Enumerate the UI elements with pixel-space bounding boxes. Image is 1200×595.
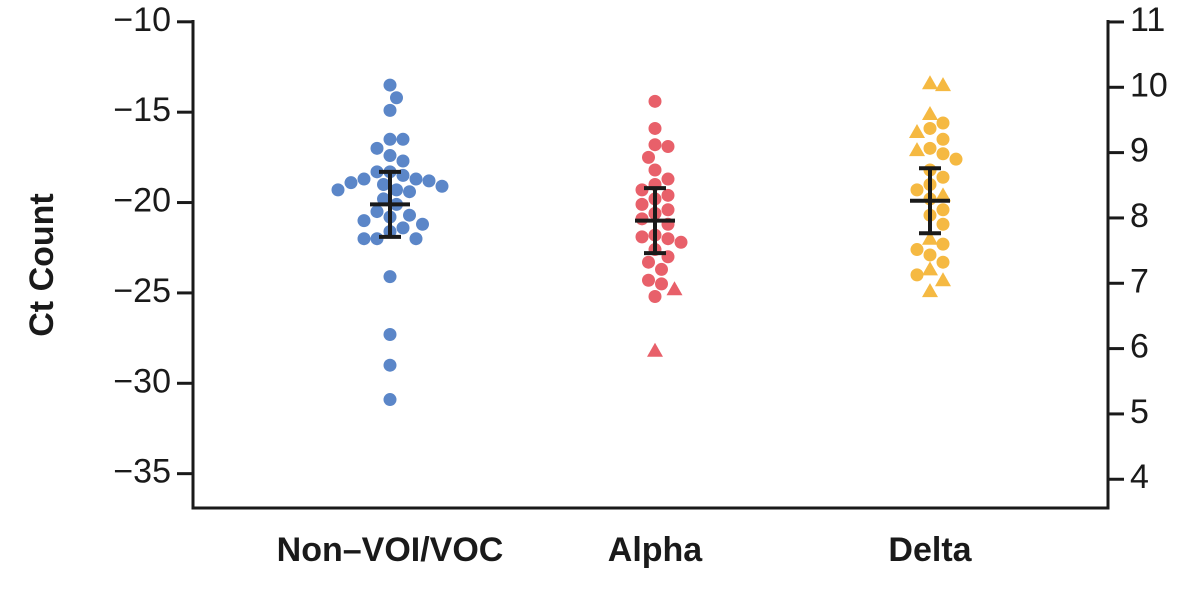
data-point xyxy=(390,91,403,105)
data-point xyxy=(383,149,397,163)
data-point xyxy=(370,141,384,155)
data-point xyxy=(661,172,675,186)
data-point xyxy=(666,281,683,296)
data-point xyxy=(910,243,924,257)
data-point xyxy=(936,147,950,161)
data-point xyxy=(357,232,371,246)
data-point xyxy=(383,78,397,92)
y-axis-label: Ct Count xyxy=(23,193,61,337)
x-tick-label: Delta xyxy=(888,531,972,569)
data-point xyxy=(396,221,410,235)
axis-frame xyxy=(191,20,1110,510)
data-point xyxy=(390,183,403,197)
data-point xyxy=(655,277,668,291)
data-point xyxy=(642,150,655,164)
data-point xyxy=(655,262,668,276)
y2-tick-label: 5 xyxy=(1130,393,1149,431)
data-point xyxy=(648,290,662,304)
data-point xyxy=(922,230,938,245)
data-point xyxy=(377,177,390,191)
data-point xyxy=(409,232,423,246)
y-tick-label: −20 xyxy=(113,182,171,220)
x-tick-label: Non–VOI/VOC xyxy=(277,531,504,569)
data-point xyxy=(923,248,937,262)
data-point xyxy=(936,116,950,130)
data-point xyxy=(416,217,429,231)
data-point xyxy=(936,170,950,184)
data-point xyxy=(661,188,675,202)
data-point xyxy=(357,214,371,228)
data-point xyxy=(435,179,449,193)
data-point xyxy=(383,358,397,372)
data-point xyxy=(935,272,951,287)
x-tick-label: Alpha xyxy=(608,531,704,569)
y2-tick-label: 6 xyxy=(1130,328,1149,366)
y-tick-label: −10 xyxy=(113,1,171,39)
data-point xyxy=(909,142,925,157)
data-point xyxy=(344,176,358,190)
data-point xyxy=(661,232,675,246)
data-point xyxy=(403,185,416,199)
data-point xyxy=(396,132,410,146)
data-point xyxy=(935,187,951,202)
data-point xyxy=(383,132,397,146)
y2-tick-label: 4 xyxy=(1130,458,1149,496)
data-point xyxy=(648,138,662,152)
data-point xyxy=(396,154,410,168)
data-point xyxy=(949,152,963,166)
data-point xyxy=(923,121,937,135)
data-point xyxy=(661,140,675,154)
data-point xyxy=(909,124,925,139)
data-point xyxy=(403,208,416,222)
data-point xyxy=(409,172,423,186)
y2-tick-label: 11 xyxy=(1130,1,1165,39)
data-point xyxy=(383,270,397,284)
data-point xyxy=(910,268,924,282)
y2-tick-label: 9 xyxy=(1130,132,1149,170)
data-point xyxy=(422,174,436,188)
data-point xyxy=(370,165,384,179)
data-point xyxy=(922,261,938,276)
data-point xyxy=(647,342,663,357)
data-point xyxy=(635,230,649,244)
data-point xyxy=(922,283,938,298)
data-point xyxy=(935,77,951,92)
data-point xyxy=(936,203,950,217)
y2-tick-label: 8 xyxy=(1130,197,1149,235)
data-point xyxy=(635,197,649,211)
data-point xyxy=(936,255,950,269)
data-point xyxy=(648,163,662,177)
data-point xyxy=(642,255,655,269)
data-point xyxy=(648,94,662,108)
y-tick-label: −25 xyxy=(113,272,171,310)
data-point xyxy=(370,205,384,219)
y2-tick-label: 7 xyxy=(1130,262,1149,300)
data-point xyxy=(648,121,662,135)
data-point xyxy=(383,393,397,407)
data-point xyxy=(923,141,937,155)
data-point xyxy=(922,105,938,120)
y2-tick-label: 10 xyxy=(1130,66,1168,104)
data-point xyxy=(331,183,345,197)
y-tick-label: −30 xyxy=(113,362,171,400)
data-point xyxy=(357,172,371,186)
data-point xyxy=(383,103,397,117)
data-point xyxy=(936,217,950,231)
data-point xyxy=(674,235,688,249)
y-tick-label: −35 xyxy=(113,453,171,491)
data-point xyxy=(377,192,390,206)
data-point xyxy=(922,75,938,90)
y-tick-label: −15 xyxy=(113,91,171,129)
data-point xyxy=(383,327,397,341)
data-point xyxy=(910,183,924,197)
data-point xyxy=(936,132,950,146)
data-point xyxy=(661,203,675,217)
data-point xyxy=(936,237,950,251)
data-point xyxy=(642,273,655,287)
